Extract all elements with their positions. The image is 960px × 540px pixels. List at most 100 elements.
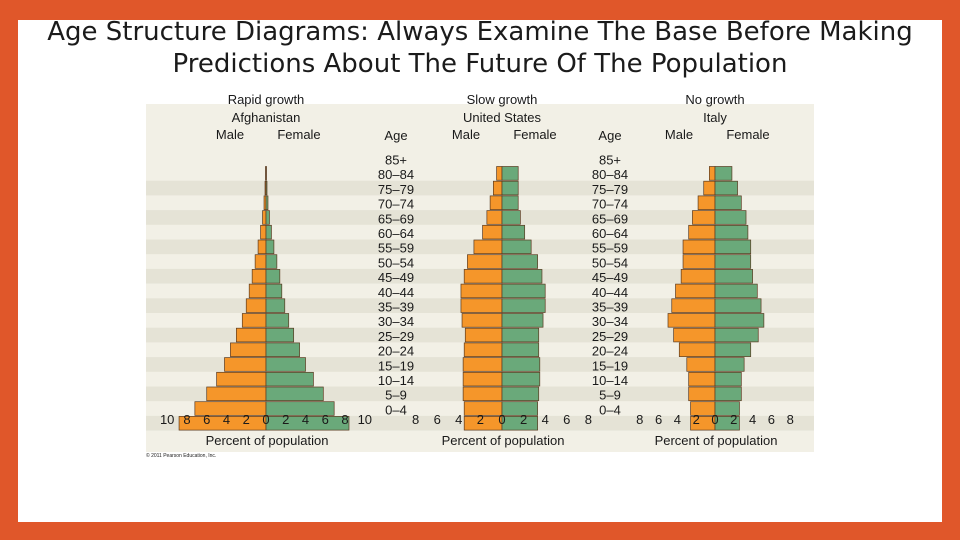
bar-female-3-1 [714,180,738,196]
age-label-1-8: 45–49 [378,270,414,285]
bar-female-1-13 [265,357,306,372]
age-label-1-15: 10–14 [378,373,414,388]
bar-male-3-13 [686,357,716,372]
x-tick-1-7: 4 [302,412,309,427]
age-label-1-7: 50–54 [378,255,414,270]
bar-male-3-14 [688,371,716,387]
x-tick-1-0: 10 [160,412,174,427]
bar-female-1-14 [265,371,314,387]
band-row [146,180,814,196]
age-label-1-2: 75–79 [378,182,414,197]
age-axis-title-2: Age [598,128,621,143]
bar-male-2-0 [496,166,503,181]
bar-male-2-5 [473,239,503,255]
pyramid-subtitle-1: Afghanistan [232,110,301,125]
bar-female-3-14 [714,371,742,387]
pyramid-subtitle-3: Italy [703,110,727,125]
bar-male-2-3 [486,210,503,225]
bar-male-2-7 [463,269,503,284]
x-tick-2-3: 2 [477,412,484,427]
age-label-2-12: 25–29 [592,329,628,344]
age-label-1-4: 65–69 [378,211,414,226]
bar-male-2-1 [493,180,503,196]
bar-female-2-8 [501,283,546,299]
copyright-note: © 2011 Pearson Education, Inc. [146,452,216,459]
age-label-1-11: 30–34 [378,314,414,329]
age-label-1-9: 40–44 [378,285,414,300]
bar-female-3-0 [714,166,733,181]
x-tick-1-8: 6 [322,412,329,427]
x-tick-1-2: 6 [203,412,210,427]
bar-male-3-11 [673,327,716,343]
x-axis-label-2: Percent of population [442,433,565,448]
age-label-2-0: 85+ [599,153,621,168]
bar-female-3-8 [714,283,758,299]
bar-male-1-13 [224,357,267,372]
pyramid-title-1: Rapid growth [228,92,305,107]
bar-female-2-1 [501,180,519,196]
age-label-2-16: 5–9 [599,388,621,403]
bar-female-3-13 [714,357,745,372]
bar-male-3-4 [688,224,716,240]
bar-female-3-16 [714,401,740,416]
band-header [146,104,814,166]
x-tick-2-4: 0 [498,412,505,427]
bar-female-1-12 [265,342,300,357]
bar-female-2-7 [501,269,543,284]
legend-female-2: Female [513,127,556,142]
age-axis-1: Age 85+80–8475–7970–7465–6960–6455–5950–5… [378,128,414,417]
bar-female-1-1 [265,180,268,196]
bar-male-2-11 [464,327,503,343]
x-tick-3-4: 0 [711,412,718,427]
bar-female-3-15 [714,386,742,402]
bar-female-2-10 [501,313,544,328]
legend-male-2: Male [452,127,480,142]
age-label-1-14: 15–19 [378,358,414,373]
bar-male-3-5 [682,239,716,255]
bar-female-3-4 [714,224,749,240]
band-row [146,166,814,181]
x-tick-1-1: 8 [183,412,190,427]
bar-female-1-17 [265,416,350,431]
x-tick-3-1: 6 [655,412,662,427]
bar-female-2-14 [501,371,541,387]
bar-male-1-10 [241,313,267,328]
bar-male-2-12 [463,342,503,357]
bar-female-3-2 [714,195,742,210]
bar-male-1-11 [236,327,267,343]
bar-female-2-15 [501,386,540,402]
bar-male-2-9 [460,298,503,313]
bar-female-1-9 [265,298,286,313]
x-tick-2-8: 8 [585,412,592,427]
x-tick-1-4: 2 [243,412,250,427]
x-tick-2-1: 6 [434,412,441,427]
age-label-2-6: 55–59 [592,241,628,256]
bar-male-3-2 [697,195,716,210]
age-label-2-4: 65–69 [592,211,628,226]
bar-female-1-6 [265,254,278,269]
age-label-1-17: 0–4 [385,402,407,417]
bar-male-3-15 [688,386,716,402]
bar-female-1-16 [265,401,335,416]
bar-male-3-7 [680,269,716,284]
bar-female-1-8 [265,283,283,299]
age-label-2-17: 0–4 [599,402,621,417]
bar-male-3-9 [671,298,716,313]
x-tick-3-3: 2 [693,412,700,427]
age-label-1-12: 25–29 [378,329,414,344]
bar-female-1-5 [265,239,275,255]
bar-female-2-16 [501,401,538,416]
bar-female-1-10 [265,313,290,328]
bar-male-1-6 [254,254,267,269]
age-label-1-3: 70–74 [378,197,414,212]
bar-male-1-12 [230,342,267,357]
bar-male-3-0 [709,166,716,181]
x-tick-3-6: 4 [749,412,756,427]
age-label-2-7: 50–54 [592,255,628,270]
age-label-1-0: 85+ [385,153,407,168]
age-label-2-10: 35–39 [592,300,628,315]
bar-female-1-3 [265,210,270,225]
legend-male-3: Male [665,127,693,142]
